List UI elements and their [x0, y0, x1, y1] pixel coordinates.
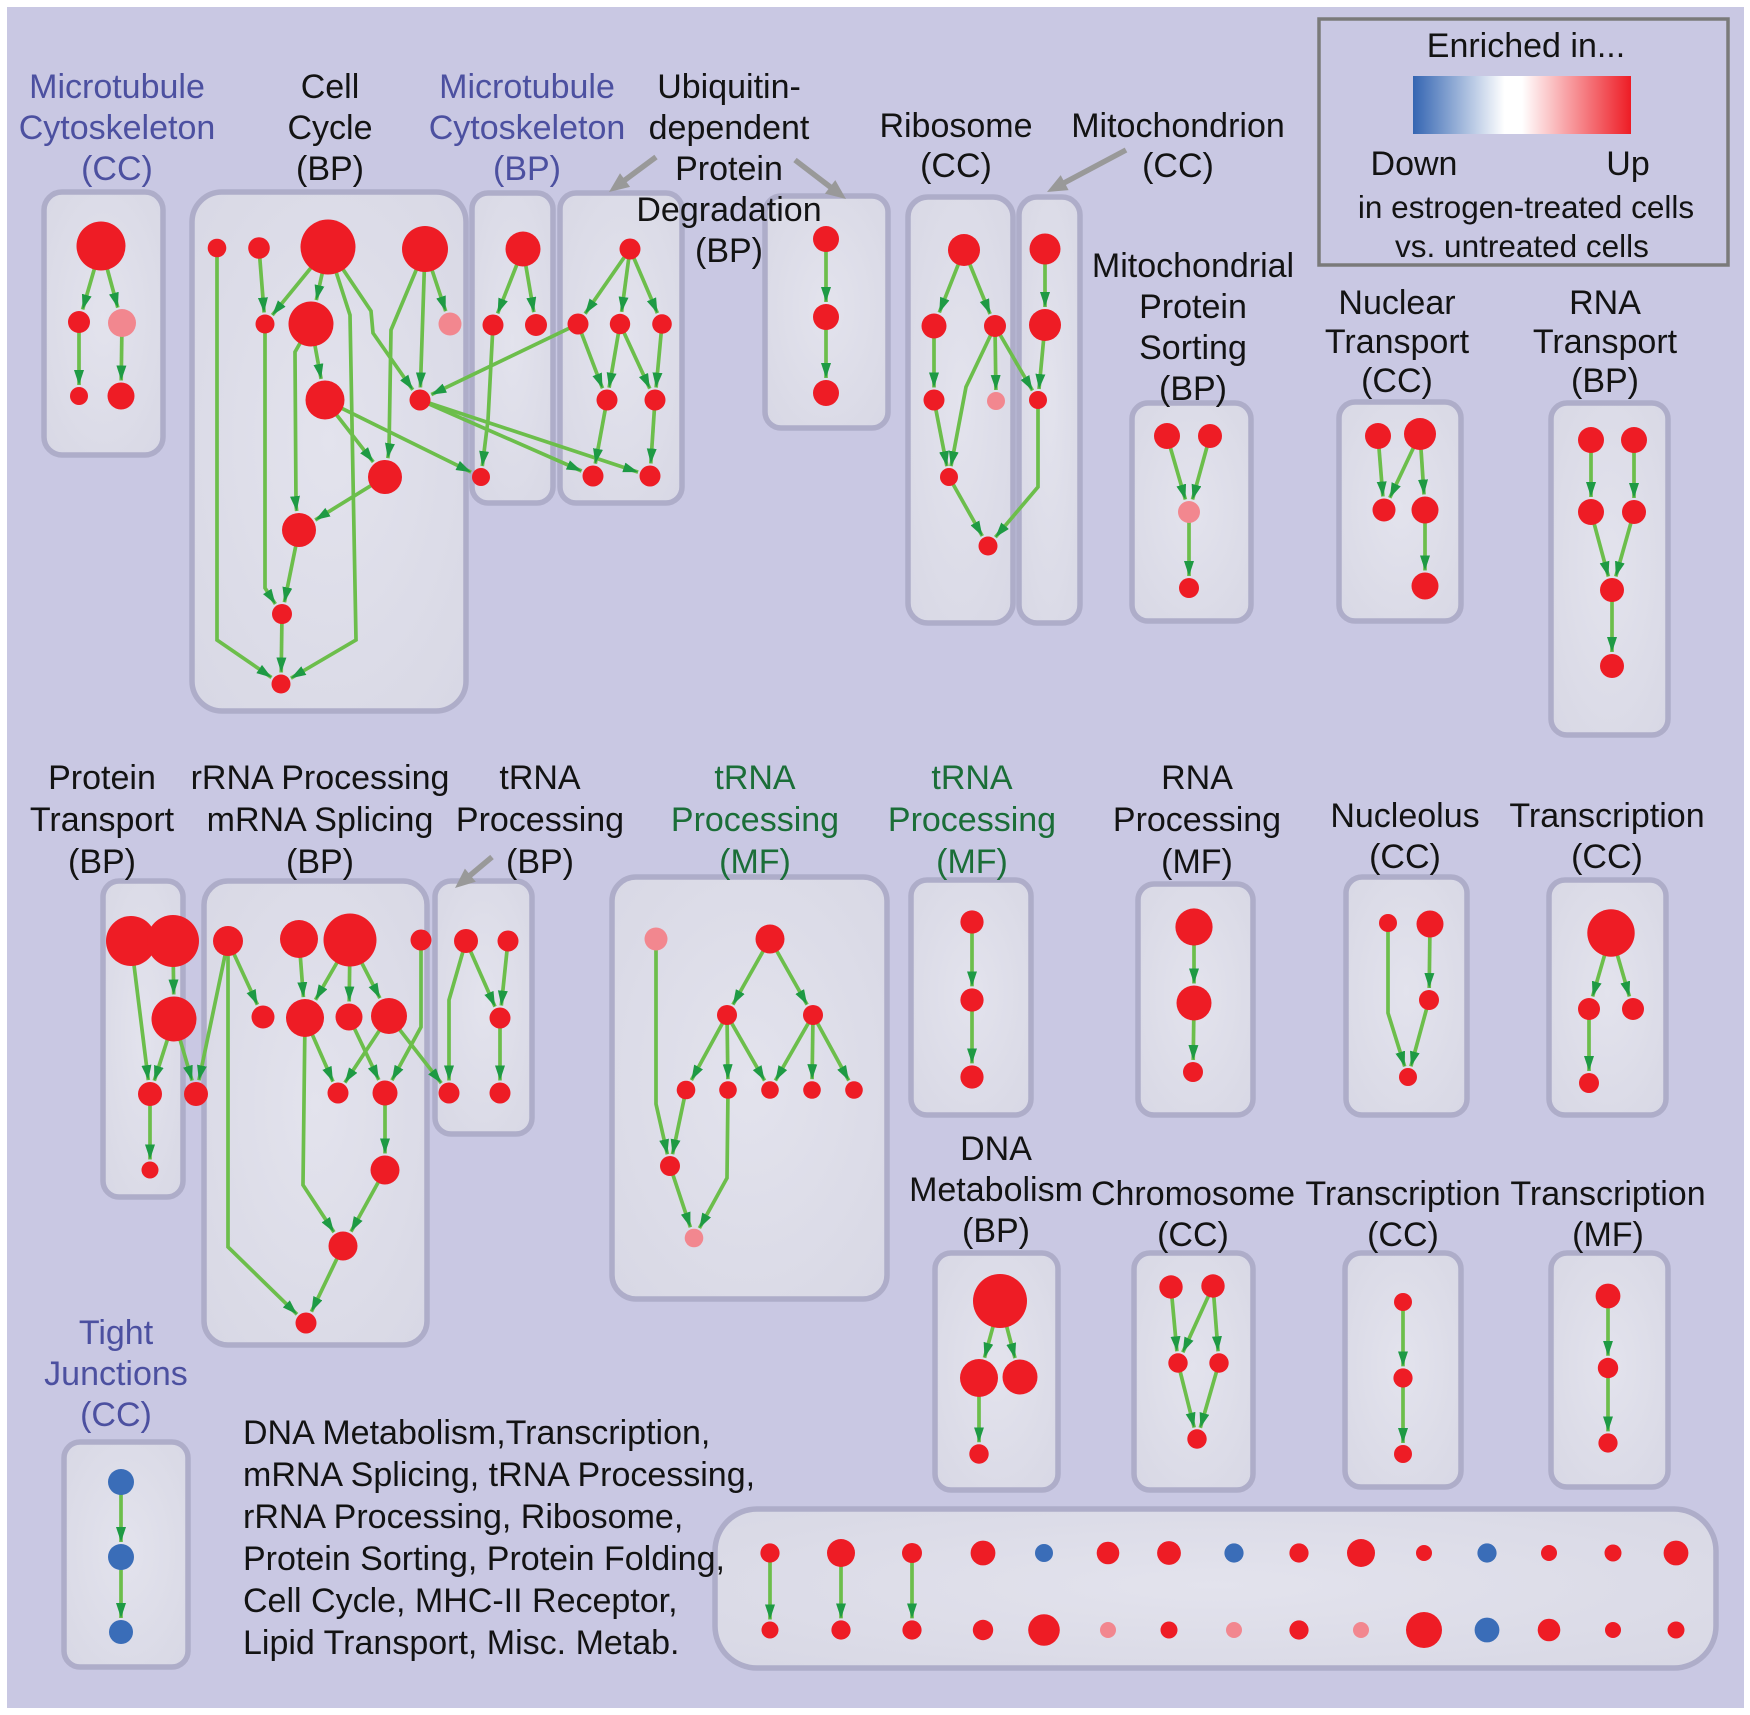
svg-text:Cell: Cell — [301, 68, 360, 106]
svg-text:tRNA: tRNA — [499, 759, 581, 797]
svg-text:Cell Cycle, MHC-II Receptor,: Cell Cycle, MHC-II Receptor, — [243, 1582, 678, 1620]
svg-text:Sorting: Sorting — [1139, 329, 1247, 367]
svg-text:(MF): (MF) — [719, 843, 791, 881]
svg-text:Mitochondrial: Mitochondrial — [1092, 247, 1294, 285]
svg-text:(BP): (BP) — [1159, 370, 1227, 408]
svg-text:Transport: Transport — [30, 801, 175, 839]
svg-text:Protein: Protein — [48, 759, 156, 797]
svg-text:tRNA: tRNA — [714, 759, 796, 797]
svg-text:Metabolism: Metabolism — [909, 1171, 1083, 1209]
svg-text:(CC): (CC) — [1157, 1216, 1229, 1254]
svg-text:(CC): (CC) — [80, 1396, 152, 1434]
svg-text:vs. untreated cells: vs. untreated cells — [1395, 228, 1649, 264]
svg-text:Ribosome: Ribosome — [879, 107, 1032, 145]
svg-text:rRNA Processing: rRNA Processing — [191, 759, 450, 797]
svg-text:(CC): (CC) — [1367, 1216, 1439, 1254]
svg-text:Tight: Tight — [79, 1314, 154, 1352]
svg-text:Cytoskeleton: Cytoskeleton — [19, 109, 216, 147]
svg-text:(BP): (BP) — [695, 232, 763, 270]
svg-text:in estrogen-treated cells: in estrogen-treated cells — [1358, 189, 1694, 225]
svg-text:Chromosome: Chromosome — [1091, 1175, 1295, 1213]
svg-text:(BP): (BP) — [68, 843, 136, 881]
svg-text:(BP): (BP) — [962, 1212, 1030, 1250]
svg-text:Transcription: Transcription — [1510, 1175, 1705, 1213]
svg-text:tRNA: tRNA — [931, 759, 1013, 797]
svg-text:rRNA Processing, Ribosome,: rRNA Processing, Ribosome, — [243, 1498, 683, 1536]
svg-text:Degradation: Degradation — [636, 191, 821, 229]
svg-text:Nuclear: Nuclear — [1338, 284, 1455, 322]
svg-text:(CC): (CC) — [1571, 838, 1643, 876]
svg-text:Enriched in...: Enriched in... — [1427, 27, 1625, 65]
svg-text:RNA: RNA — [1569, 284, 1641, 322]
svg-text:(BP): (BP) — [493, 150, 561, 188]
svg-text:Processing: Processing — [456, 801, 624, 839]
svg-text:Up: Up — [1606, 145, 1649, 183]
svg-text:(CC): (CC) — [1142, 147, 1214, 185]
svg-text:Processing: Processing — [888, 801, 1056, 839]
svg-text:(CC): (CC) — [1369, 838, 1441, 876]
svg-text:mRNA Splicing: mRNA Splicing — [207, 801, 434, 839]
svg-text:Cytoskeleton: Cytoskeleton — [429, 109, 626, 147]
svg-text:RNA: RNA — [1161, 759, 1233, 797]
svg-text:Transport: Transport — [1325, 323, 1470, 361]
svg-text:Transport: Transport — [1533, 323, 1678, 361]
svg-text:DNA Metabolism,Transcription,: DNA Metabolism,Transcription, — [243, 1414, 710, 1452]
svg-text:Processing: Processing — [1113, 801, 1281, 839]
svg-text:Down: Down — [1371, 145, 1458, 183]
svg-text:Nucleolus: Nucleolus — [1330, 797, 1479, 835]
svg-text:(BP): (BP) — [296, 150, 364, 188]
svg-text:Lipid Transport, Misc. Metab.: Lipid Transport, Misc. Metab. — [243, 1624, 680, 1662]
svg-text:Transcription: Transcription — [1305, 1175, 1500, 1213]
svg-text:Microtubule: Microtubule — [439, 68, 615, 106]
svg-text:Microtubule: Microtubule — [29, 68, 205, 106]
svg-text:Cycle: Cycle — [287, 109, 372, 147]
svg-text:Ubiquitin-: Ubiquitin- — [657, 68, 801, 106]
svg-text:(BP): (BP) — [286, 843, 354, 881]
svg-text:mRNA Splicing, tRNA Processing: mRNA Splicing, tRNA Processing, — [243, 1456, 755, 1494]
svg-text:(MF): (MF) — [1572, 1216, 1644, 1254]
svg-text:(CC): (CC) — [1361, 362, 1433, 400]
svg-text:Processing: Processing — [671, 801, 839, 839]
svg-text:Junctions: Junctions — [44, 1355, 188, 1393]
svg-text:Protein Sorting, Protein Foldi: Protein Sorting, Protein Folding, — [243, 1540, 725, 1578]
svg-text:(MF): (MF) — [936, 843, 1008, 881]
svg-text:dependent: dependent — [649, 109, 810, 147]
svg-text:(BP): (BP) — [1571, 362, 1639, 400]
svg-text:(CC): (CC) — [81, 150, 153, 188]
svg-text:(CC): (CC) — [920, 147, 992, 185]
svg-text:Protein: Protein — [1139, 288, 1247, 326]
svg-text:Protein: Protein — [675, 150, 783, 188]
svg-text:Transcription: Transcription — [1509, 797, 1704, 835]
svg-text:(BP): (BP) — [506, 843, 574, 881]
svg-text:DNA: DNA — [960, 1130, 1032, 1168]
svg-text:(MF): (MF) — [1161, 843, 1233, 881]
svg-text:Mitochondrion: Mitochondrion — [1071, 107, 1285, 145]
